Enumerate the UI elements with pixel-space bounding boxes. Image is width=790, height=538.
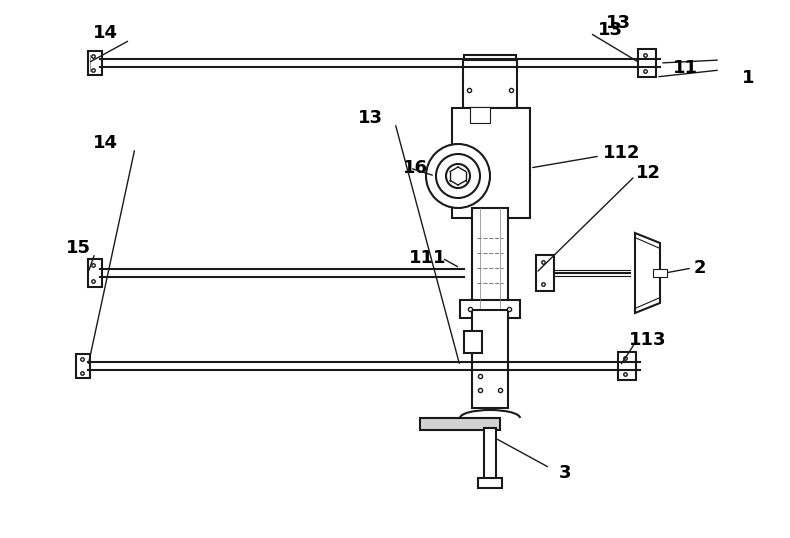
Text: 13: 13: [358, 109, 382, 127]
Bar: [463, 60, 517, 108]
Text: 113: 113: [630, 331, 667, 349]
Bar: [472, 208, 508, 308]
Bar: [88, 259, 102, 287]
Bar: [460, 300, 520, 318]
Text: 111: 111: [409, 249, 447, 267]
Bar: [486, 70, 502, 78]
Text: 13: 13: [605, 14, 630, 32]
Circle shape: [426, 144, 490, 208]
Text: 14: 14: [92, 134, 118, 152]
Bar: [638, 49, 656, 77]
Circle shape: [446, 164, 470, 188]
Bar: [88, 51, 102, 75]
Bar: [472, 310, 508, 408]
Circle shape: [436, 154, 480, 198]
Bar: [464, 55, 516, 83]
Bar: [470, 107, 490, 123]
Bar: [618, 352, 636, 380]
Text: 16: 16: [402, 159, 427, 177]
Bar: [653, 269, 667, 277]
Text: 12: 12: [635, 164, 660, 182]
Text: 1: 1: [742, 69, 754, 87]
Bar: [464, 331, 482, 353]
Bar: [536, 255, 554, 291]
Text: 3: 3: [559, 464, 571, 482]
Bar: [470, 70, 480, 78]
Bar: [76, 354, 90, 378]
Text: 11: 11: [672, 59, 698, 77]
Text: 2: 2: [694, 259, 706, 277]
Bar: [452, 108, 530, 218]
Polygon shape: [635, 233, 660, 313]
Text: 13: 13: [597, 21, 623, 39]
Text: 15: 15: [66, 239, 91, 257]
Bar: [420, 418, 500, 430]
Bar: [484, 428, 496, 480]
Text: 14: 14: [92, 24, 118, 42]
Text: 112: 112: [604, 144, 641, 162]
Bar: [478, 478, 502, 488]
